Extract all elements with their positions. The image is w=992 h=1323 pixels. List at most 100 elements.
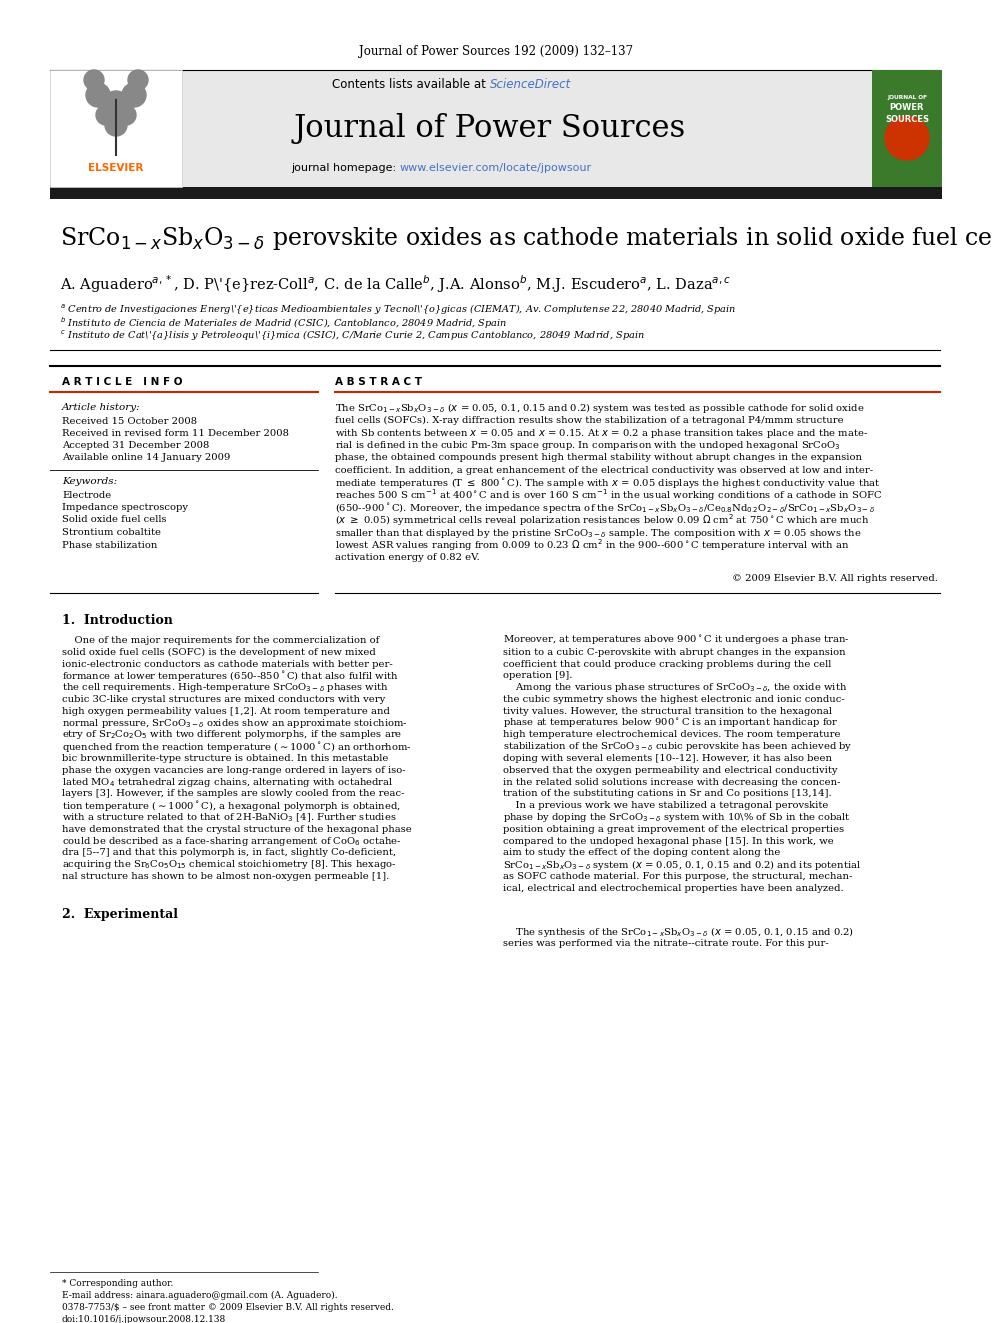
Text: compared to the undoped hexagonal phase [15]. In this work, we: compared to the undoped hexagonal phase … (503, 836, 833, 845)
Text: Moreover, at temperatures above 900$^\circ$C it undergoes a phase tran-: Moreover, at temperatures above 900$^\ci… (503, 634, 850, 647)
Text: Strontium cobaltite: Strontium cobaltite (62, 528, 161, 537)
Text: as SOFC cathode material. For this purpose, the structural, mechan-: as SOFC cathode material. For this purpo… (503, 872, 852, 881)
FancyBboxPatch shape (50, 70, 892, 187)
Text: high oxygen permeability values [1,2]. At room temperature and: high oxygen permeability values [1,2]. A… (62, 706, 390, 716)
Text: phase by doping the SrCoO$_{3-\delta}$ system with 10\% of Sb in the cobalt: phase by doping the SrCoO$_{3-\delta}$ s… (503, 811, 851, 824)
Text: phase the oxygen vacancies are long-range ordered in layers of iso-: phase the oxygen vacancies are long-rang… (62, 766, 406, 775)
Text: aim to study the effect of the doping content along the: aim to study the effect of the doping co… (503, 848, 781, 857)
Text: 0378-7753/$ – see front matter © 2009 Elsevier B.V. All rights reserved.: 0378-7753/$ – see front matter © 2009 El… (62, 1303, 394, 1312)
Text: Solid oxide fuel cells: Solid oxide fuel cells (62, 516, 167, 524)
Text: have demonstrated that the crystal structure of the hexagonal phase: have demonstrated that the crystal struc… (62, 824, 412, 833)
Text: dra [5--7] and that this polymorph is, in fact, slightly Co-deficient,: dra [5--7] and that this polymorph is, i… (62, 848, 396, 857)
Text: ($x$ $\geq$ 0.05) symmetrical cells reveal polarization resistances below 0.09 $: ($x$ $\geq$ 0.05) symmetrical cells reve… (335, 512, 870, 528)
Text: in the related solid solutions increase with decreasing the concen-: in the related solid solutions increase … (503, 778, 840, 787)
Text: rial is defined in the cubic Pm-3m space group. In comparison with the undoped h: rial is defined in the cubic Pm-3m space… (335, 439, 840, 452)
Text: with Sb contents between $x$ = 0.05 and $x$ = 0.15. At $x$ = 0.2 a phase transit: with Sb contents between $x$ = 0.05 and … (335, 426, 868, 439)
Text: sition to a cubic C-perovskite with abrupt changes in the expansion: sition to a cubic C-perovskite with abru… (503, 648, 845, 656)
Text: stabilization of the SrCoO$_{3-\delta}$ cubic perovskite has been achieved by: stabilization of the SrCoO$_{3-\delta}$ … (503, 740, 852, 753)
Text: In a previous work we have stabilized a tetragonal perovskite: In a previous work we have stabilized a … (503, 802, 828, 810)
Text: journal homepage:: journal homepage: (292, 163, 400, 173)
Text: Electrode: Electrode (62, 491, 111, 500)
Text: © 2009 Elsevier B.V. All rights reserved.: © 2009 Elsevier B.V. All rights reserved… (732, 574, 938, 583)
Text: www.elsevier.com/locate/jpowsour: www.elsevier.com/locate/jpowsour (400, 163, 592, 173)
Text: tivity values. However, the structural transition to the hexagonal: tivity values. However, the structural t… (503, 706, 832, 716)
Text: lowest ASR values ranging from 0.009 to 0.23 $\Omega$ cm$^2$ in the 900--600$^\c: lowest ASR values ranging from 0.009 to … (335, 537, 850, 553)
Text: series was performed via the nitrate--citrate route. For this pur-: series was performed via the nitrate--ci… (503, 939, 828, 949)
Text: Accepted 31 December 2008: Accepted 31 December 2008 (62, 441, 209, 450)
Text: ionic-electronic conductors as cathode materials with better per-: ionic-electronic conductors as cathode m… (62, 660, 393, 668)
Text: POWER: POWER (890, 103, 925, 112)
Text: ScienceDirect: ScienceDirect (490, 78, 571, 91)
Text: coefficient. In addition, a great enhancement of the electrical conductivity was: coefficient. In addition, a great enhanc… (335, 466, 873, 475)
Text: layers [3]. However, if the samples are slowly cooled from the reac-: layers [3]. However, if the samples are … (62, 790, 405, 798)
Circle shape (84, 70, 104, 90)
Text: The synthesis of the SrCo$_{1-x}$Sb$_x$O$_{3-\delta}$ ($x$ = 0.05, 0.1, 0.15 and: The synthesis of the SrCo$_{1-x}$Sb$_x$O… (503, 925, 854, 939)
Text: Among the various phase structures of SrCoO$_{3-\delta}$, the oxide with: Among the various phase structures of Sr… (503, 681, 847, 695)
Text: Impedance spectroscopy: Impedance spectroscopy (62, 503, 188, 512)
Text: doping with several elements [10--12]. However, it has also been: doping with several elements [10--12]. H… (503, 754, 832, 763)
Text: Phase stabilization: Phase stabilization (62, 541, 158, 549)
Text: operation [9].: operation [9]. (503, 671, 572, 680)
Text: the cell requirements. High-temperature SrCoO$_{3-\delta}$ phases with: the cell requirements. High-temperature … (62, 681, 389, 695)
Circle shape (885, 116, 929, 160)
Text: phase, the obtained compounds present high thermal stability without abrupt chan: phase, the obtained compounds present hi… (335, 454, 862, 463)
Text: A B S T R A C T: A B S T R A C T (335, 377, 422, 388)
Text: formance at lower temperatures (650--850$^\circ$C) that also fulfil with: formance at lower temperatures (650--850… (62, 669, 399, 683)
Text: smaller than that displayed by the pristine SrCoO$_{3-\delta}$ sample. The compo: smaller than that displayed by the prist… (335, 527, 862, 540)
Text: nal structure has shown to be almost non-oxygen permeable [1].: nal structure has shown to be almost non… (62, 872, 389, 881)
Text: acquiring the Sr$_6$Co$_5$O$_{15}$ chemical stoichiometry [8]. This hexago-: acquiring the Sr$_6$Co$_5$O$_{15}$ chemi… (62, 859, 397, 872)
Text: Journal of Power Sources 192 (2009) 132–137: Journal of Power Sources 192 (2009) 132–… (359, 45, 633, 58)
Text: Received in revised form 11 December 2008: Received in revised form 11 December 200… (62, 429, 289, 438)
Text: One of the major requirements for the commercialization of: One of the major requirements for the co… (62, 636, 379, 646)
Text: Keywords:: Keywords: (62, 478, 117, 487)
Circle shape (128, 70, 148, 90)
Text: could be described as a face-sharing arrangement of CoO$_6$ octahe-: could be described as a face-sharing arr… (62, 835, 402, 848)
Text: The SrCo$_{1-x}$Sb$_x$O$_{3-\delta}$ ($x$ = 0.05, 0.1, 0.15 and 0.2) system was : The SrCo$_{1-x}$Sb$_x$O$_{3-\delta}$ ($x… (335, 401, 864, 415)
Text: Contents lists available at: Contents lists available at (332, 78, 490, 91)
Circle shape (122, 83, 146, 107)
Text: reaches 500 S cm$^{-1}$ at 400$^\circ$C and is over 160 S cm$^{-1}$ in the usual: reaches 500 S cm$^{-1}$ at 400$^\circ$C … (335, 488, 883, 503)
Text: 2.  Experimental: 2. Experimental (62, 908, 178, 921)
Text: solid oxide fuel cells (SOFC) is the development of new mixed: solid oxide fuel cells (SOFC) is the dev… (62, 648, 376, 656)
Text: ELSEVIER: ELSEVIER (88, 163, 144, 173)
Circle shape (96, 105, 116, 124)
Text: E-mail address: ainara.aguadero@gmail.com (A. Aguadero).: E-mail address: ainara.aguadero@gmail.co… (62, 1290, 337, 1299)
Text: etry of Sr$_2$Co$_2$O$_5$ with two different polymorphs, if the samples are: etry of Sr$_2$Co$_2$O$_5$ with two diffe… (62, 729, 402, 741)
Text: phase at temperatures below 900$^\circ$C is an important handicap for: phase at temperatures below 900$^\circ$C… (503, 716, 838, 730)
Text: JOURNAL OF: JOURNAL OF (887, 95, 928, 101)
Text: with a structure related to that of 2H-BaNiO$_3$ [4]. Further studies: with a structure related to that of 2H-B… (62, 811, 397, 824)
Text: mediate temperatures (T $\leq$ 800$^\circ$C). The sample with $x$ = 0.05 display: mediate temperatures (T $\leq$ 800$^\cir… (335, 476, 880, 490)
Text: tion temperature ($\sim$1000$^\circ$C), a hexagonal polymorph is obtained,: tion temperature ($\sim$1000$^\circ$C), … (62, 799, 401, 812)
Text: normal pressure, SrCoO$_{3-\delta}$ oxides show an approximate stoichiom-: normal pressure, SrCoO$_{3-\delta}$ oxid… (62, 717, 408, 729)
Text: Received 15 October 2008: Received 15 October 2008 (62, 417, 197, 426)
Text: the cubic symmetry shows the highest electronic and ionic conduc-: the cubic symmetry shows the highest ele… (503, 695, 845, 704)
Text: A. Aguadero$^{a,*}$, D. P\'{e}rez-Coll$^a$, C. de la Calle$^b$, J.A. Alonso$^b$,: A. Aguadero$^{a,*}$, D. P\'{e}rez-Coll$^… (60, 273, 731, 295)
Text: * Corresponding author.: * Corresponding author. (62, 1279, 174, 1289)
Text: activation energy of 0.82 eV.: activation energy of 0.82 eV. (335, 553, 480, 562)
Text: SrCo$_{1-x}$Sb$_x$O$_{3-\delta}$ system ($x$ = 0.05, 0.1, 0.15 and 0.2) and its : SrCo$_{1-x}$Sb$_x$O$_{3-\delta}$ system … (503, 857, 861, 872)
FancyBboxPatch shape (50, 187, 942, 198)
Text: $^c$ Instituto de Cat\'{a}lisis y Petroleoqu\'{i}mica (CSIC), C/Marie Curie 2, C: $^c$ Instituto de Cat\'{a}lisis y Petrol… (60, 329, 645, 343)
Text: bic brownmillerite-type structure is obtained. In this metastable: bic brownmillerite-type structure is obt… (62, 754, 389, 763)
Text: tration of the substituting cations in Sr and Co positions [13,14].: tration of the substituting cations in S… (503, 790, 831, 798)
Text: $^a$ Centro de Investigaciones Energ\'{e}ticas Medioambientales y Tecnol\'{o}gic: $^a$ Centro de Investigaciones Energ\'{e… (60, 303, 736, 318)
Text: A R T I C L E   I N F O: A R T I C L E I N F O (62, 377, 183, 388)
Text: Article history:: Article history: (62, 404, 141, 413)
Text: quenched from the reaction temperature ($\sim$1000$^\circ$C) an orthorhom-: quenched from the reaction temperature (… (62, 740, 412, 754)
Text: (650--900$^\circ$C). Moreover, the impedance spectra of the SrCo$_{1-x}$Sb$_x$O$: (650--900$^\circ$C). Moreover, the imped… (335, 501, 875, 515)
Text: 1.  Introduction: 1. Introduction (62, 614, 173, 627)
Text: fuel cells (SOFCs). X-ray diffraction results show the stabilization of a tetrag: fuel cells (SOFCs). X-ray diffraction re… (335, 415, 843, 425)
Text: ical, electrical and electrochemical properties have been analyzed.: ical, electrical and electrochemical pro… (503, 884, 843, 893)
Text: cubic 3C-like crystal structures are mixed conductors with very: cubic 3C-like crystal structures are mix… (62, 695, 385, 704)
Text: Journal of Power Sources: Journal of Power Sources (294, 112, 686, 143)
Text: observed that the oxygen permeability and electrical conductivity: observed that the oxygen permeability an… (503, 766, 837, 775)
Text: $^b$ Instituto de Ciencia de Materiales de Madrid (CSIC), Cantoblanco, 28049 Mad: $^b$ Instituto de Ciencia de Materiales … (60, 315, 507, 331)
Text: position obtaining a great improvement of the electrical properties: position obtaining a great improvement o… (503, 824, 844, 833)
Circle shape (105, 114, 127, 136)
Text: coefficient that could produce cracking problems during the cell: coefficient that could produce cracking … (503, 660, 831, 668)
Circle shape (86, 83, 110, 107)
Text: SrCo$_{1-x}$Sb$_x$O$_{3-\delta}$ perovskite oxides as cathode materials in solid: SrCo$_{1-x}$Sb$_x$O$_{3-\delta}$ perovsk… (60, 225, 992, 251)
Text: SOURCES: SOURCES (885, 115, 929, 124)
Circle shape (102, 91, 130, 119)
FancyBboxPatch shape (872, 70, 942, 187)
